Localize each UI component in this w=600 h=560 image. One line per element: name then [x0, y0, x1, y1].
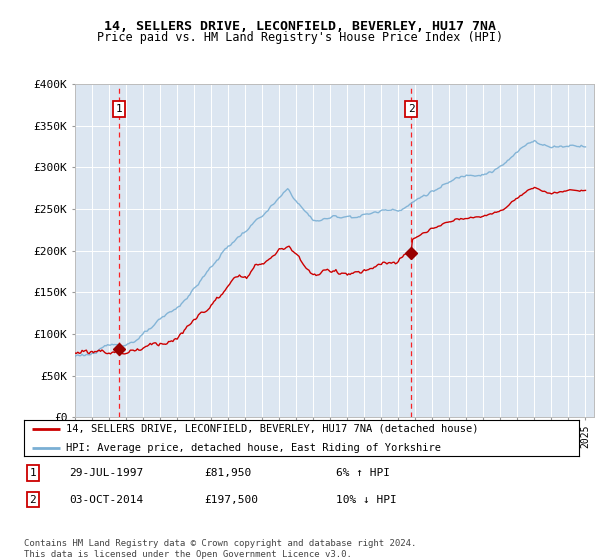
Text: 29-JUL-1997: 29-JUL-1997: [69, 468, 143, 478]
Text: 14, SELLERS DRIVE, LECONFIELD, BEVERLEY, HU17 7NA: 14, SELLERS DRIVE, LECONFIELD, BEVERLEY,…: [104, 20, 496, 32]
Text: £81,950: £81,950: [204, 468, 251, 478]
Text: Price paid vs. HM Land Registry's House Price Index (HPI): Price paid vs. HM Land Registry's House …: [97, 31, 503, 44]
Text: £197,500: £197,500: [204, 494, 258, 505]
Text: 10% ↓ HPI: 10% ↓ HPI: [336, 494, 397, 505]
Text: 6% ↑ HPI: 6% ↑ HPI: [336, 468, 390, 478]
Text: Contains HM Land Registry data © Crown copyright and database right 2024.
This d: Contains HM Land Registry data © Crown c…: [24, 539, 416, 559]
Text: 1: 1: [115, 104, 122, 114]
Text: 03-OCT-2014: 03-OCT-2014: [69, 494, 143, 505]
Text: 1: 1: [29, 468, 37, 478]
Text: 14, SELLERS DRIVE, LECONFIELD, BEVERLEY, HU17 7NA (detached house): 14, SELLERS DRIVE, LECONFIELD, BEVERLEY,…: [65, 424, 478, 434]
Text: HPI: Average price, detached house, East Riding of Yorkshire: HPI: Average price, detached house, East…: [65, 443, 440, 453]
Text: 2: 2: [29, 494, 37, 505]
Text: 2: 2: [407, 104, 415, 114]
